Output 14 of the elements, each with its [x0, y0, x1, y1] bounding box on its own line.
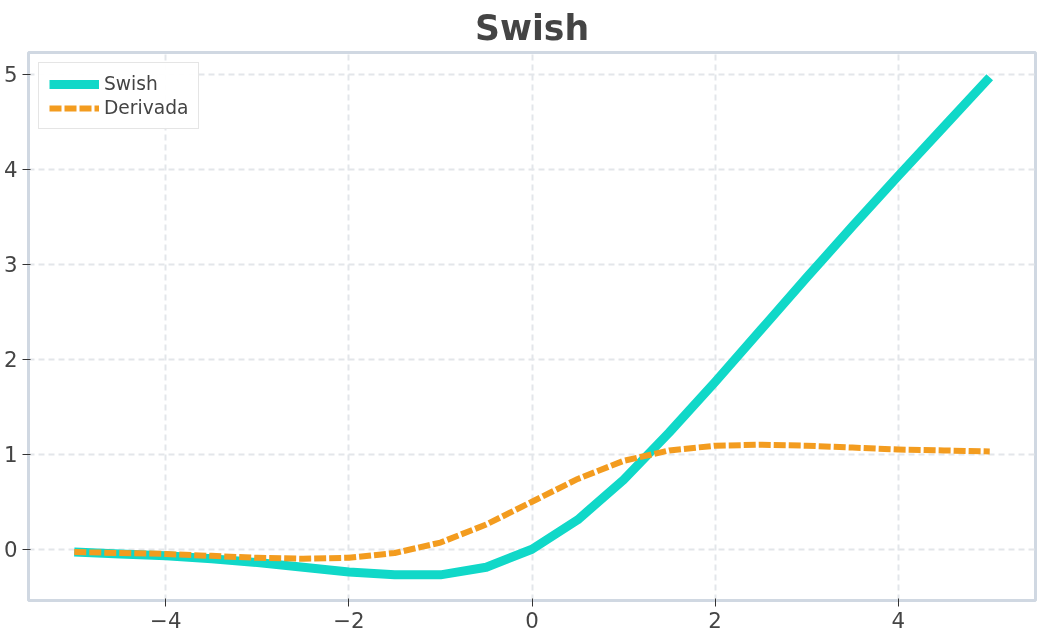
y-tick-label: 3: [3, 252, 18, 278]
x-tick-label: 2: [708, 607, 722, 633]
y-tick-label: 5: [3, 62, 18, 88]
y-tick-label: 4: [3, 157, 18, 183]
legend-label: Derivada: [104, 97, 189, 118]
y-tick-label: 2: [3, 347, 18, 373]
x-tick-label: −4: [150, 607, 182, 633]
chart-title: Swish: [474, 7, 590, 48]
x-tick-label: −2: [333, 607, 365, 633]
y-tick-label: 0: [3, 537, 18, 563]
y-tick-label: 1: [3, 442, 18, 468]
x-tick-label: 4: [891, 607, 905, 633]
x-tick-label: 0: [525, 607, 539, 633]
legend-label: Swish: [104, 73, 158, 94]
